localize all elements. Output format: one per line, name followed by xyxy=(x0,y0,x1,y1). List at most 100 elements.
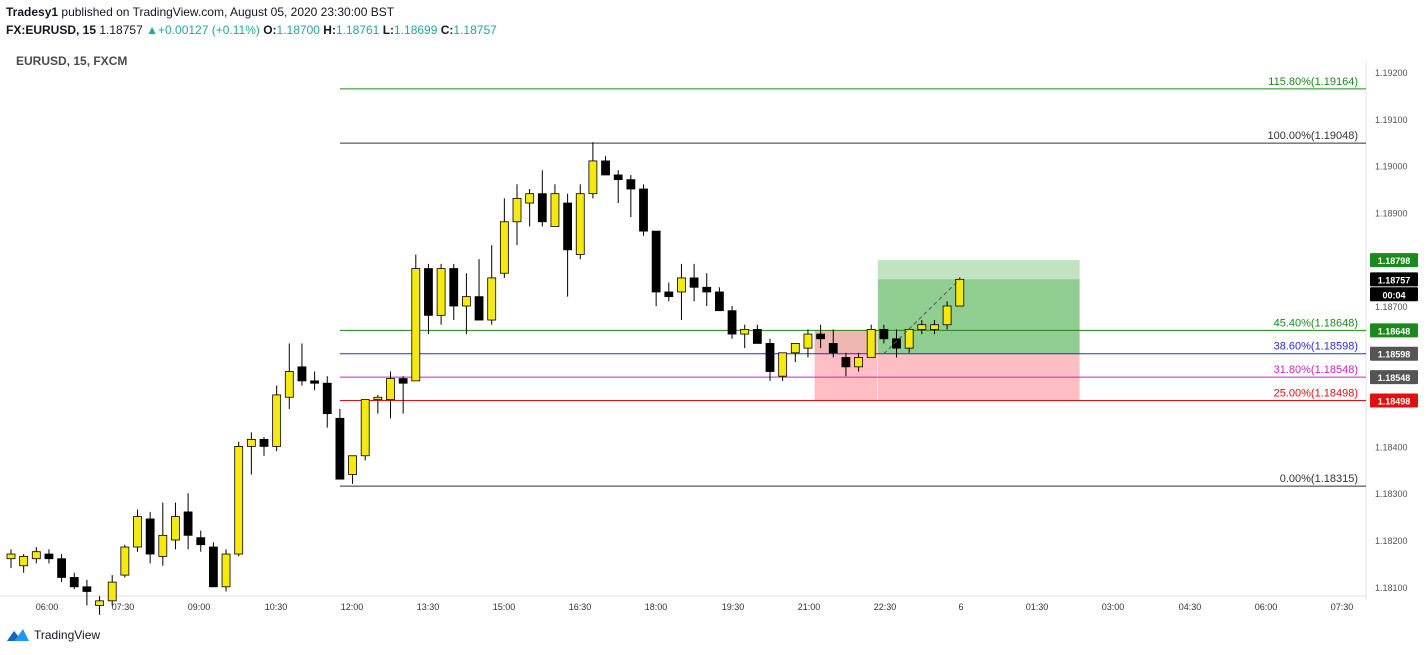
bullish-candle xyxy=(411,268,421,382)
price-tag xyxy=(1370,287,1418,302)
bullish-candle xyxy=(234,445,244,555)
price-tag xyxy=(1370,253,1418,268)
bearish-candle xyxy=(259,438,269,447)
y-tick-label: 1.19100 xyxy=(1375,115,1408,125)
x-tick-label: 13:30 xyxy=(417,602,440,612)
bearish-candle xyxy=(879,328,889,340)
close-value: 1.18757 xyxy=(453,23,497,37)
fib-level-label: 100.00%(1.19048) xyxy=(1267,130,1358,142)
bearish-candle xyxy=(82,586,92,592)
bullish-candle xyxy=(575,193,585,255)
bearish-candle xyxy=(816,333,825,340)
bearish-candle xyxy=(689,277,699,288)
bullish-candle xyxy=(107,581,117,602)
publish-info: published on TradingView.com, August 05,… xyxy=(61,5,395,19)
bearish-candle xyxy=(44,553,54,560)
x-tick-label: 12:00 xyxy=(341,602,364,612)
x-tick-label: 07:30 xyxy=(1331,602,1354,612)
bearish-candle xyxy=(765,343,775,372)
bearish-candle xyxy=(449,268,459,307)
x-tick-label: 16:30 xyxy=(569,602,592,612)
bullish-candle xyxy=(866,328,876,358)
y-tick-label: 1.18400 xyxy=(1375,442,1408,452)
fib-level-label: 0.00%(1.18315) xyxy=(1280,473,1358,485)
bullish-candle xyxy=(461,296,471,307)
price-tag-label: 1.18498 xyxy=(1378,397,1411,407)
y-tick-label: 1.18200 xyxy=(1375,536,1408,546)
price-tag xyxy=(1370,346,1418,361)
bearish-candle xyxy=(639,188,648,232)
price-tag-label: 1.18798 xyxy=(1378,256,1411,266)
bullish-candle xyxy=(31,551,41,560)
fib-level-label: 38.60%(1.18598) xyxy=(1274,341,1358,353)
bullish-candle xyxy=(158,534,168,557)
bullish-candle xyxy=(942,305,952,326)
bullish-candle xyxy=(955,278,965,307)
close-label: C: xyxy=(440,23,454,37)
up-arrow-icon: ▲ xyxy=(146,23,158,37)
bullish-candle xyxy=(171,516,180,541)
footer-brand[interactable]: TradingView xyxy=(6,628,100,642)
bullish-candle xyxy=(487,277,497,321)
open-value: 1.18700 xyxy=(276,23,320,37)
low-value: 1.18699 xyxy=(394,23,438,37)
bullish-candle xyxy=(550,193,560,227)
bearish-candle xyxy=(196,537,206,546)
bullish-candle xyxy=(95,600,104,606)
bullish-candle xyxy=(803,333,813,349)
y-tick-label: 1.18100 xyxy=(1375,583,1408,593)
x-tick-label: 19:30 xyxy=(722,602,745,612)
bearish-candle xyxy=(57,558,66,578)
bearish-candle xyxy=(664,291,674,298)
x-tick-label: 03:00 xyxy=(1102,602,1125,612)
bearish-candle xyxy=(537,193,547,223)
bullish-candle xyxy=(499,221,509,274)
open-label: O: xyxy=(263,23,277,37)
bearish-candle xyxy=(626,179,636,190)
bullish-candle xyxy=(133,516,142,548)
fib-level-label: 115.80%(1.19164) xyxy=(1268,76,1358,88)
y-tick-label: 1.19200 xyxy=(1375,68,1408,78)
bearish-candle xyxy=(208,546,218,588)
price-tag-label: 1.18548 xyxy=(1378,373,1411,383)
brand-name: TradingView xyxy=(34,628,101,642)
author-name[interactable]: Tradesy1 xyxy=(6,5,59,19)
y-tick-label: 1.19000 xyxy=(1375,162,1408,172)
fib-level-label: 25.00%(1.18498) xyxy=(1274,388,1358,400)
bearish-candle xyxy=(841,357,851,368)
bearish-candle xyxy=(702,286,712,293)
high-label: H: xyxy=(323,23,336,37)
bearish-candle xyxy=(727,310,737,335)
bullish-candle xyxy=(512,197,522,223)
bullish-candle xyxy=(272,394,282,447)
bearish-candle xyxy=(563,202,572,251)
price-tag xyxy=(1370,272,1418,287)
bullish-candle xyxy=(854,357,863,368)
x-tick-label: 6 xyxy=(958,602,963,612)
bullish-candle xyxy=(588,160,598,195)
bullish-candle xyxy=(348,455,357,475)
bearish-candle xyxy=(601,160,610,176)
publish-line: Tradesy1 published on TradingView.com, A… xyxy=(6,5,394,19)
bearish-candle xyxy=(322,382,332,415)
bearish-candle xyxy=(398,378,408,384)
bullish-candle xyxy=(930,324,939,330)
price-tag-label: 1.18757 xyxy=(1378,275,1411,285)
position-trend-line xyxy=(883,278,961,355)
bearish-candle xyxy=(651,230,661,293)
bullish-candle xyxy=(19,555,29,567)
bullish-candle xyxy=(525,193,535,204)
price-tag-label: 1.18648 xyxy=(1378,326,1411,336)
x-tick-label: 15:00 xyxy=(493,602,516,612)
x-tick-label: 06:00 xyxy=(36,602,59,612)
bullish-candle xyxy=(917,324,927,330)
bullish-candle xyxy=(790,343,800,354)
x-tick-label: 01:30 xyxy=(1026,602,1049,612)
x-tick-label: 21:00 xyxy=(798,602,821,612)
fib-level-label: 31.80%(1.18548) xyxy=(1274,364,1358,376)
low-label: L: xyxy=(382,23,395,37)
fib-level-label: 45.40%(1.18648) xyxy=(1274,317,1358,329)
bullish-candle xyxy=(740,328,750,335)
bullish-candle xyxy=(221,553,231,588)
